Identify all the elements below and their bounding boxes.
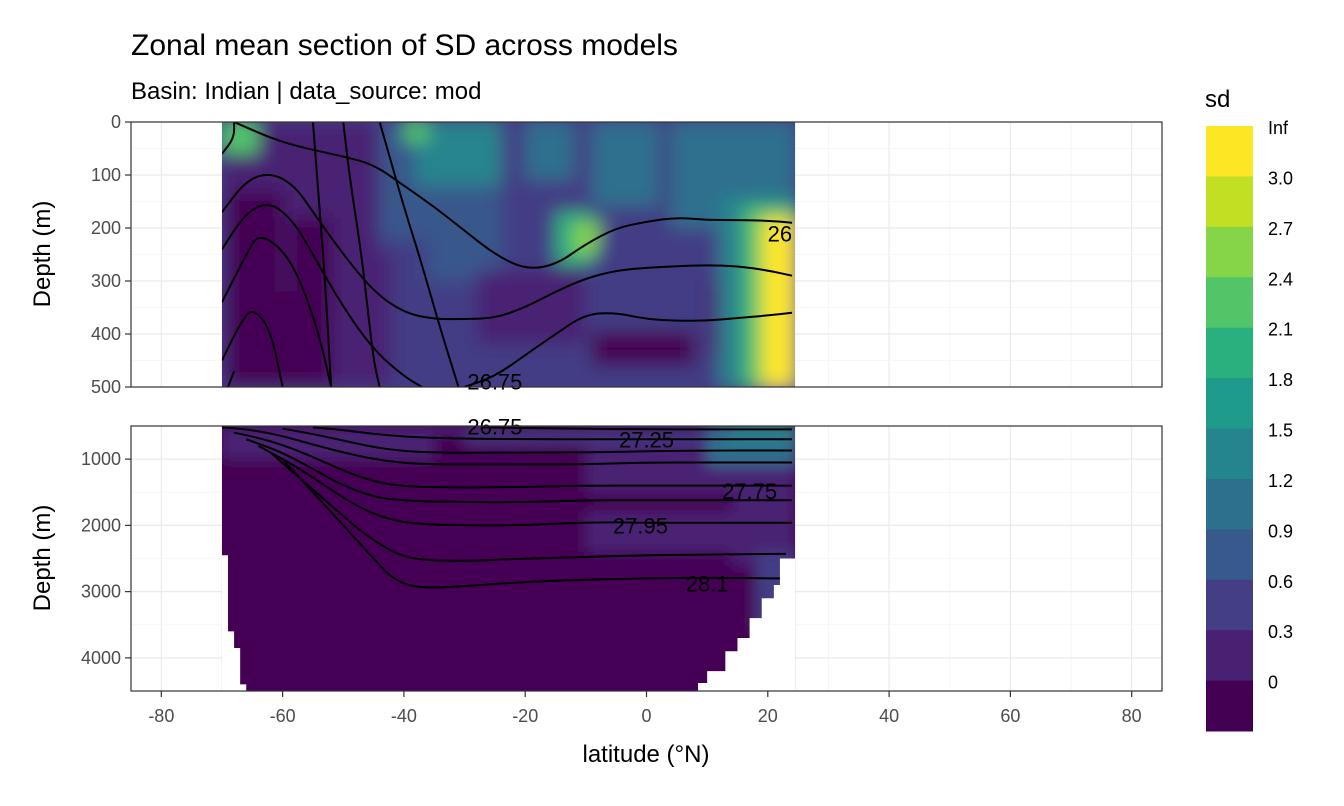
y-tick-label: 2000	[81, 515, 121, 535]
contours-lower	[221, 426, 793, 589]
legend-swatch	[1206, 630, 1253, 682]
heatmap-cell	[525, 122, 574, 181]
legend-swatch	[1206, 428, 1253, 480]
legend-label: 0.6	[1268, 572, 1293, 592]
contour-line	[378, 122, 460, 387]
contours-upper	[221, 122, 793, 387]
seafloor-mask	[221, 555, 796, 691]
contour-label: 26.75	[467, 415, 522, 440]
contour-label: 26.75	[467, 370, 522, 395]
y-axis-title-upper: Depth (m)	[29, 201, 56, 308]
chart-title: Zonal mean section of SD across models	[131, 29, 678, 62]
legend-label: 1.2	[1268, 471, 1293, 491]
legend-label: 2.1	[1268, 320, 1293, 340]
x-tick-label: 0	[641, 706, 651, 726]
contour-line	[245, 438, 793, 504]
legend-label: 2.7	[1268, 219, 1293, 239]
x-tick-label: 60	[1000, 706, 1020, 726]
legend-swatch	[1206, 579, 1253, 631]
x-tick-label: -20	[512, 706, 538, 726]
contour-line	[221, 173, 793, 321]
x-tick-label: -80	[148, 706, 174, 726]
y-tick-label: 1000	[81, 449, 121, 469]
contour-line	[281, 458, 780, 589]
contour-line	[233, 122, 793, 269]
contour-label: 27.25	[619, 427, 674, 452]
heatmap-cell	[585, 512, 796, 552]
y-tick-label: 0	[111, 112, 121, 132]
legend-swatch	[1206, 378, 1253, 429]
chart-subtitle: Basin: Indian | data_source: mod	[131, 78, 481, 105]
heatmap-cell	[343, 426, 708, 434]
x-tick-label: 20	[758, 706, 778, 726]
contour-line	[282, 427, 793, 454]
heatmap-cell	[221, 122, 259, 154]
contour-line	[269, 451, 786, 562]
y-tick-label: 500	[91, 377, 121, 397]
panel-lower: 26.75 27.25 27.75 27.95 28.1 1000 2000 3000 4000	[81, 415, 1163, 692]
contour-line	[312, 426, 793, 441]
x-tick-label: -40	[391, 706, 417, 726]
legend-swatch	[1206, 126, 1253, 177]
contour-line	[464, 311, 793, 387]
legend-label: 2.4	[1268, 269, 1293, 289]
contour-label: 26	[768, 221, 792, 246]
legend-swatch	[1206, 478, 1253, 530]
y-tick-label: 3000	[81, 582, 121, 602]
legend-label: 3.0	[1268, 168, 1293, 188]
heatmap-cell	[476, 270, 586, 345]
legend-label: 1.8	[1268, 370, 1293, 390]
x-axis-title: latitude (°N)	[583, 741, 710, 768]
legend-label: 0.3	[1268, 622, 1293, 642]
legend-title: sd	[1205, 86, 1230, 113]
contour-line	[221, 236, 333, 387]
contour-line	[482, 426, 793, 431]
legend-swatch	[1206, 176, 1253, 228]
y-tick-label: 100	[91, 165, 121, 185]
panel-upper: 26 26.75 0 100 200 300 400 500	[91, 112, 1163, 397]
heatmap-cell	[416, 122, 501, 186]
contour-line	[257, 444, 793, 527]
heatmap-cell	[403, 122, 429, 144]
y-tick-label: 200	[91, 218, 121, 238]
heatmap-cell	[597, 228, 689, 281]
legend-label: Inf	[1268, 118, 1289, 138]
y-tick-label: 4000	[81, 648, 121, 668]
legend-swatch	[1206, 327, 1253, 379]
legend-swatch	[1206, 226, 1253, 278]
y-tick-label: 400	[91, 324, 121, 344]
heatmap-lower	[221, 426, 796, 691]
heatmap-cell	[428, 185, 501, 281]
y-tick-label: 300	[91, 271, 121, 291]
contour-line	[311, 122, 333, 387]
contour-line	[221, 426, 793, 466]
legend-label: 0.9	[1268, 521, 1293, 541]
heatmap-cell	[591, 122, 659, 207]
contour-line	[221, 311, 284, 387]
legend-swatch	[1206, 529, 1253, 581]
legend-label: 0	[1268, 673, 1278, 693]
legend-swatch	[1206, 277, 1253, 329]
x-tick-label: 80	[1122, 706, 1142, 726]
contour-label: 27.95	[613, 513, 668, 538]
legend-label: 1.5	[1268, 421, 1293, 441]
contour-label: 28.1	[686, 572, 729, 597]
heatmap-cell	[761, 217, 796, 387]
x-axis: -80 -60 -40 -20 0 20 40 60 80	[148, 691, 1142, 726]
heatmap-upper	[221, 122, 796, 387]
legend-swatch	[1206, 680, 1253, 732]
heatmap-cell	[591, 331, 696, 366]
x-tick-label: -60	[270, 706, 296, 726]
contour-line	[221, 122, 236, 155]
x-tick-label: 40	[879, 706, 899, 726]
contour-line	[221, 204, 423, 387]
panel-border	[130, 121, 1163, 388]
y-axis-title-lower: Depth (m)	[29, 505, 56, 612]
contour-line	[233, 431, 793, 489]
contour-line	[342, 122, 381, 387]
legend: sd Inf 3.0 2.7 2.4 2.1 1.8 1.5 1.2 0.9 0.6 0.3 0	[1205, 86, 1293, 732]
heatmap-cell	[343, 254, 392, 387]
contour-label: 27.75	[722, 479, 777, 504]
